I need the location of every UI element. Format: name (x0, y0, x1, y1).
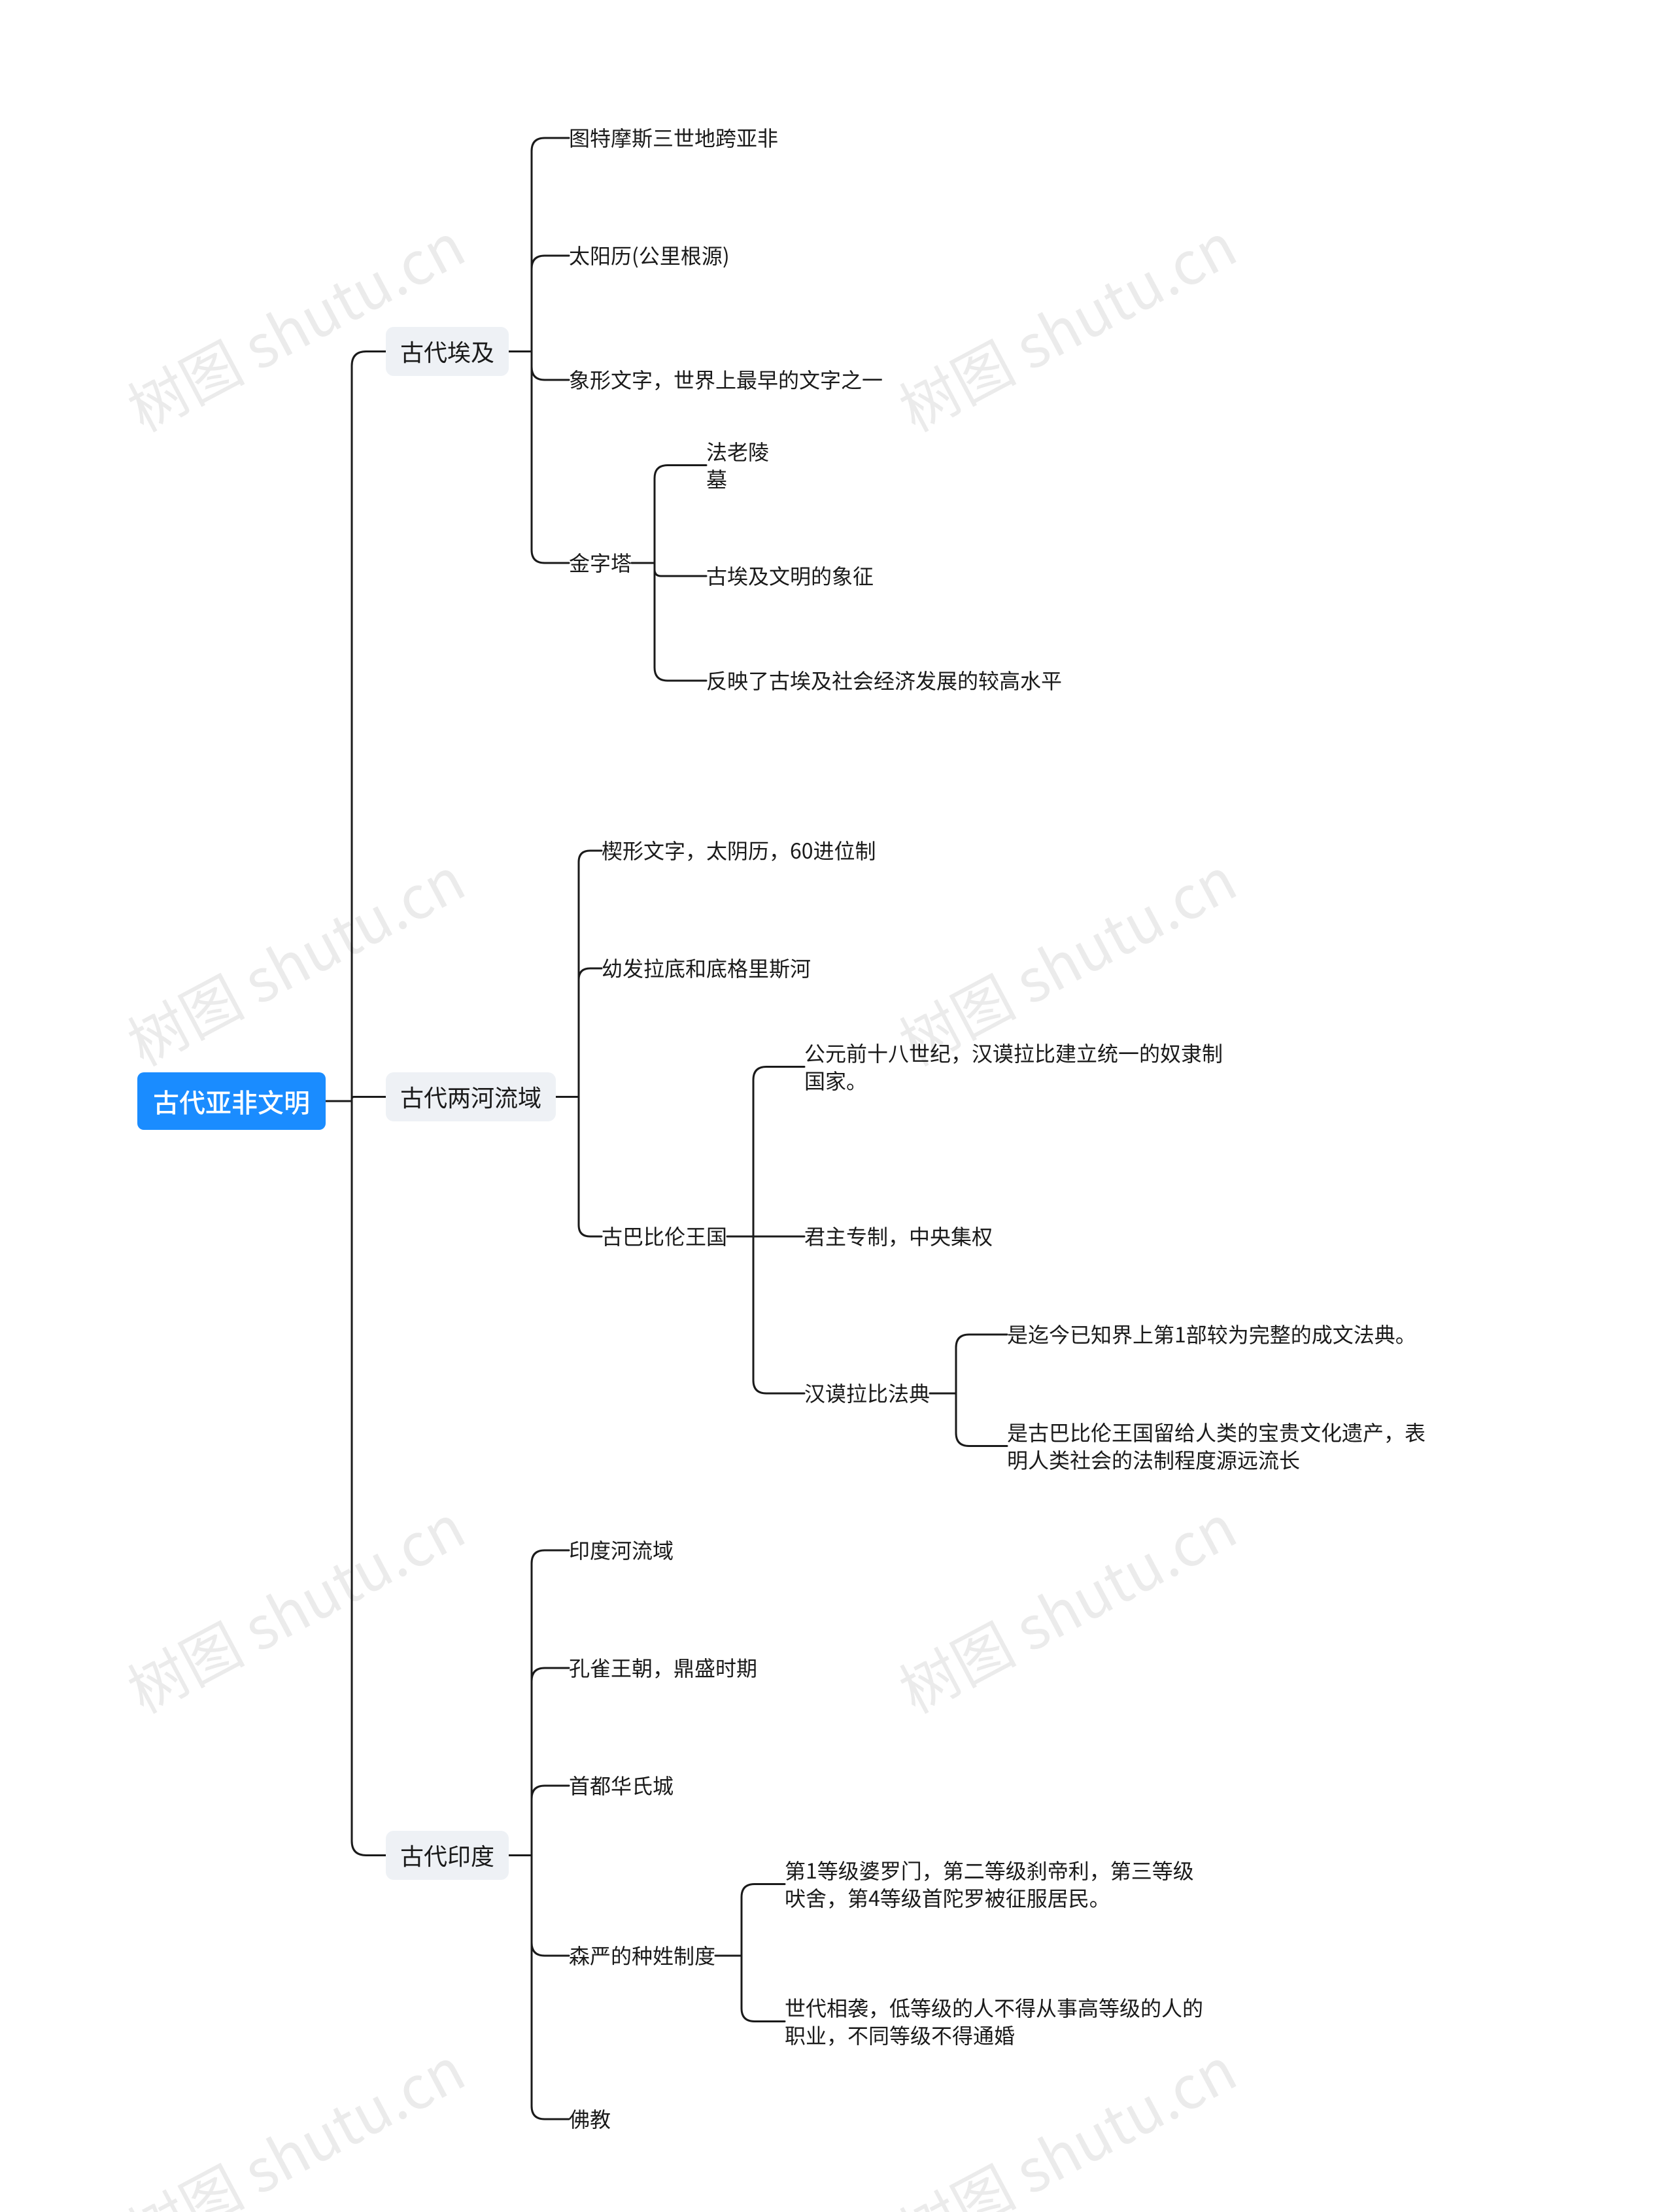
leaf-code-heritage: 是古巴比伦王国留给人类的宝贵文化遗产，表 明人类社会的法制程度源远流长 (1007, 1419, 1426, 1473)
leaf-meso-babylon: 古巴比伦王国 (602, 1223, 727, 1250)
leaf-pyramid-symbol: 古埃及文明的象征 (706, 562, 874, 590)
leaf-egypt-hieroglyph: 象形文字，世界上最早的文字之一 (569, 366, 883, 394)
leaf-india-maurya: 孔雀王朝，鼎盛时期 (569, 1654, 757, 1682)
leaf-babylon-code: 汉谟拉比法典 (804, 1380, 930, 1407)
branch-india: 古代印度 (386, 1831, 509, 1880)
leaf-india-capital: 首都华氏城 (569, 1772, 674, 1799)
leaf-code-first: 是迄今已知界上第1部较为完整的成文法典。 (1007, 1321, 1416, 1348)
branch-mesopotamia: 古代两河流域 (386, 1072, 556, 1121)
leaf-india-caste: 森严的种姓制度 (569, 1942, 715, 1969)
leaf-india-indus: 印度河流域 (569, 1537, 674, 1564)
leaf-caste-rules: 世代相袭，低等级的人不得从事高等级的人的 职业，不同等级不得通婚 (785, 1994, 1203, 2049)
leaf-meso-rivers: 幼发拉底和底格里斯河 (602, 955, 811, 982)
leaf-babylon-monarchy: 君主专制，中央集权 (804, 1223, 993, 1250)
leaf-caste-levels: 第1等级婆罗门，第二等级刹帝利，第三等级 吠舍，第4等级首陀罗被征服居民。 (785, 1857, 1194, 1911)
leaf-meso-cuneiform: 楔形文字，太阴历，60进位制 (602, 837, 876, 864)
leaf-india-buddhism: 佛教 (569, 2105, 611, 2133)
branch-egypt: 古代埃及 (386, 327, 509, 376)
leaf-pyramid-economy: 反映了古埃及社会经济发展的较高水平 (706, 667, 1062, 694)
leaf-egypt-solar: 太阳历(公里根源) (569, 242, 730, 269)
leaf-babylon-empire: 公元前十八世纪，汉谟拉比建立统一的奴隶制 国家。 (804, 1040, 1223, 1094)
leaf-pyramid-tomb: 法老陵 墓 (706, 438, 769, 492)
leaf-egypt-tuthmosis: 图特摩斯三世地跨亚非 (569, 124, 778, 152)
root-node: 古代亚非文明 (137, 1072, 326, 1130)
leaf-egypt-pyramid: 金字塔 (569, 549, 632, 577)
